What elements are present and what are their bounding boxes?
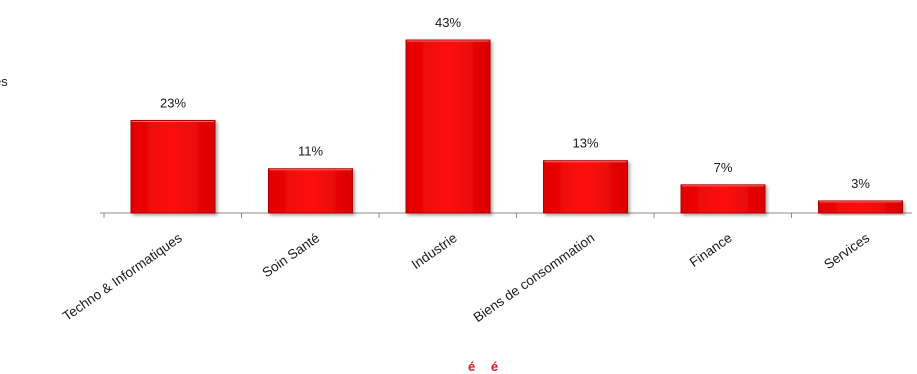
x-tick-label: Techno & Informatiques bbox=[60, 230, 185, 324]
value-label: 3% bbox=[851, 176, 870, 191]
x-axis bbox=[100, 212, 912, 218]
clipped-bottom-text: é é bbox=[468, 359, 505, 374]
x-tick-label: Industrie bbox=[409, 230, 460, 272]
clipped-side-text: es bbox=[0, 74, 8, 89]
bars-group bbox=[130, 39, 903, 214]
bar-4 bbox=[543, 160, 628, 214]
value-label: 11% bbox=[298, 144, 323, 159]
value-label: 13% bbox=[572, 136, 598, 151]
bar-1 bbox=[130, 119, 216, 214]
x-tick-label: Services bbox=[821, 230, 872, 272]
bar-2 bbox=[268, 168, 353, 214]
value-label: 43% bbox=[435, 15, 461, 30]
bar-5 bbox=[680, 184, 766, 214]
value-labels-group: 23% 11% 43% 13% 7% 3% bbox=[160, 15, 870, 191]
value-label: 23% bbox=[160, 95, 186, 110]
x-tick-label: Soin Santé bbox=[260, 230, 323, 280]
bar-6 bbox=[818, 200, 903, 214]
x-tick-labels-group: Techno & Informatiques Soin Santé Industri… bbox=[60, 230, 872, 325]
x-tick-label: Finance bbox=[687, 230, 735, 270]
x-tick-label: Biens de consommation bbox=[471, 230, 598, 325]
value-label: 7% bbox=[714, 160, 733, 175]
bar-3 bbox=[405, 39, 491, 214]
